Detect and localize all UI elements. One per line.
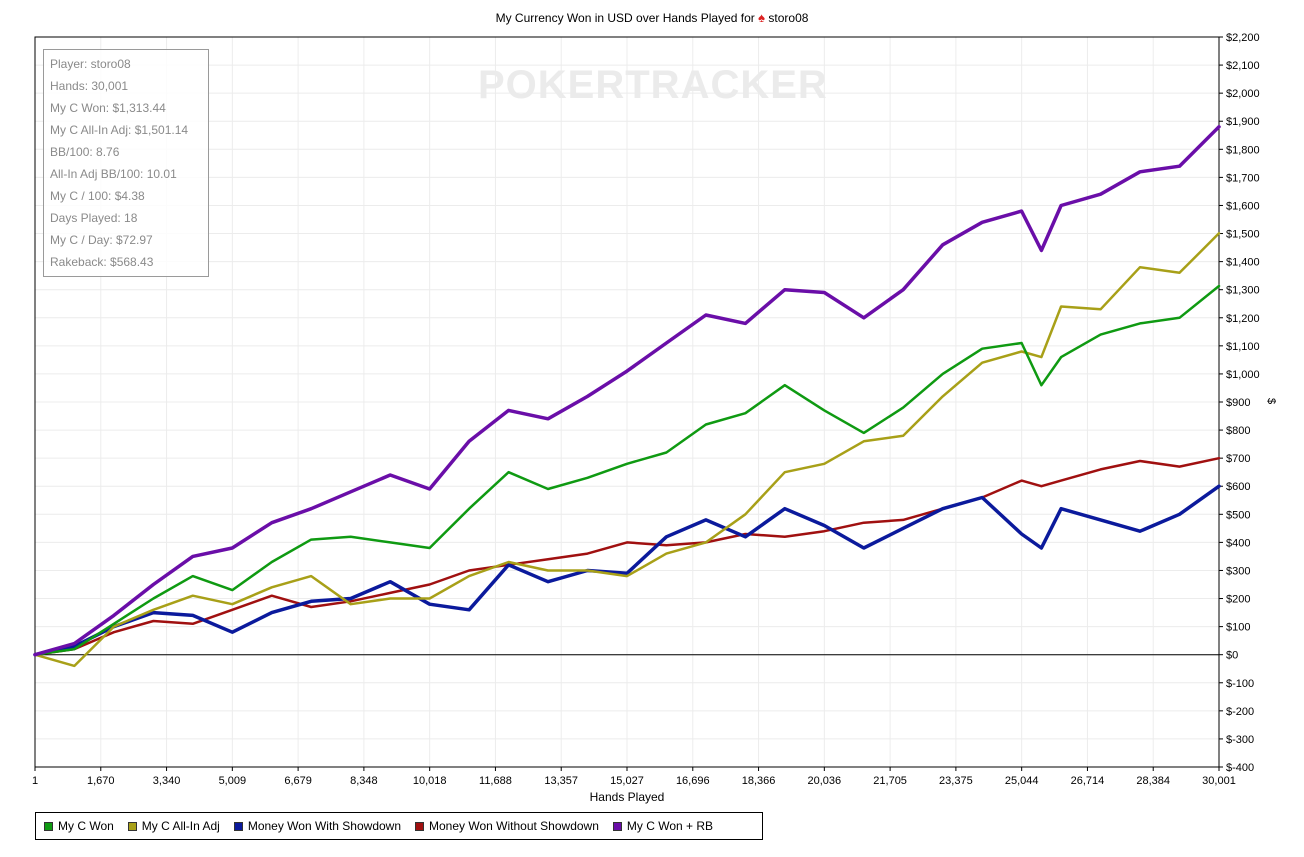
legend-swatch: [612, 821, 622, 831]
y-tick-label: $0: [1226, 650, 1238, 662]
x-tick-label: 5,009: [219, 775, 247, 787]
y-tick-label: $600: [1226, 481, 1250, 493]
stat-bb-100: BB/100: 8.76: [50, 145, 120, 159]
legend-item: My C All-In Adj: [127, 819, 220, 833]
legend-label: My C Won + RB: [626, 819, 714, 833]
x-tick-label: 28,384: [1136, 775, 1170, 787]
legend-swatch: [415, 821, 425, 831]
stat-my-c-100: My C / 100: $4.38: [50, 189, 145, 203]
y-tick-label: $300: [1226, 565, 1250, 577]
y-tick-label: $900: [1226, 397, 1250, 409]
y-tick-label: $1,000: [1226, 369, 1260, 381]
x-tick-label: 26,714: [1071, 775, 1105, 787]
stat-all-in-bb-100: All-In Adj BB/100: 10.01: [50, 167, 177, 181]
legend-label: My C All-In Adj: [141, 819, 220, 833]
x-tick-label: 3,340: [153, 775, 181, 787]
series-line-my-c-all-in-adj: [33, 232, 1221, 668]
pokertracker-watermark: POKERTRACKER: [478, 63, 828, 107]
x-tick-label: 21,705: [873, 775, 907, 787]
x-axis-label: Hands Played: [589, 790, 665, 804]
legend-label: Money Won With Showdown: [247, 819, 402, 833]
legend-item: Money Won Without Showdown: [415, 819, 599, 833]
y-tick-label: $400: [1226, 537, 1250, 549]
y-tick-label: $1,700: [1226, 172, 1260, 184]
y-tick-label: $-400: [1226, 762, 1254, 774]
y-tick-label: $700: [1226, 453, 1250, 465]
stat-days-played: Days Played: 18: [50, 211, 138, 225]
y-tick-label: $200: [1226, 594, 1250, 606]
y-tick-label: $-300: [1226, 734, 1254, 746]
x-tick-label: 6,679: [284, 775, 312, 787]
chart-title-player: storo08: [768, 11, 809, 25]
y-tick-label: $1,900: [1226, 116, 1260, 128]
chart-title: My Currency Won in USD over Hands Played…: [0, 10, 1304, 25]
x-tick-label: 16,696: [676, 775, 710, 787]
chart-title-text: My Currency Won in USD over Hands Played…: [495, 11, 755, 25]
series-line-money-won-without-showdown: [33, 456, 1221, 656]
y-tick-label: $1,300: [1226, 285, 1260, 297]
legend-item: Money Won With Showdown: [233, 819, 402, 833]
legend: My C Won My C All-In Adj Money Won With …: [35, 812, 763, 840]
y-tick-label: $-100: [1226, 678, 1254, 690]
y-tick-label: $2,200: [1226, 32, 1260, 44]
stat-hands: Hands: 30,001: [50, 79, 129, 93]
y-tick-label: $100: [1226, 622, 1250, 634]
x-tick-label: 13,357: [544, 775, 578, 787]
spade-icon: ♠: [758, 10, 766, 25]
x-tick-label: 11,688: [479, 775, 512, 787]
y-tick-label: $1,100: [1226, 341, 1260, 353]
stat-my-c-won: My C Won: $1,313.44: [50, 101, 166, 115]
x-tick-label: 23,375: [939, 775, 973, 787]
legend-swatch: [127, 821, 137, 831]
legend-swatch: [233, 821, 243, 831]
y-tick-label: $2,000: [1226, 88, 1260, 100]
stat-my-c-day: My C / Day: $72.97: [50, 233, 153, 247]
y-tick-label: $1,600: [1226, 200, 1260, 212]
stats-box: Player: storo08 Hands: 30,001 My C Won: …: [43, 49, 209, 277]
plot-border: [34, 36, 1220, 768]
y-tick-label: $500: [1226, 509, 1250, 521]
x-tick-label: 1: [32, 775, 38, 787]
y-tick-label: $1,800: [1226, 144, 1260, 156]
stat-all-in-adj: My C All-In Adj: $1,501.14: [50, 123, 189, 137]
y-tick-label: $-200: [1226, 706, 1254, 718]
legend-item: My C Won: [44, 819, 114, 833]
x-tick-label: 8,348: [350, 775, 378, 787]
y-tick-label: $800: [1226, 425, 1250, 437]
series-line-money-won-with-showdown: [33, 484, 1221, 657]
x-tick-label: 25,044: [1005, 775, 1039, 787]
y-tick-label: $2,100: [1226, 60, 1260, 72]
x-tick-label: 15,027: [610, 775, 644, 787]
y-tick-label: $1,400: [1226, 257, 1260, 269]
legend-label: Money Won Without Showdown: [429, 819, 599, 833]
x-tick-label: 18,366: [742, 775, 776, 787]
legend-item: My C Won + RB: [612, 819, 714, 833]
y-tick-label: $1,200: [1226, 313, 1260, 325]
x-tick-label: 20,036: [808, 775, 842, 787]
x-tick-label: 30,001: [1202, 775, 1236, 787]
x-tick-label: 10,018: [413, 775, 447, 787]
legend-label: My C Won: [58, 819, 114, 833]
stat-player: Player: storo08: [50, 57, 131, 71]
y-axis-label: $: [1265, 397, 1278, 405]
series-line-my-c-won-rb: [33, 125, 1221, 657]
series-line-my-c-won: [33, 284, 1221, 656]
x-tick-label: 1,670: [87, 775, 115, 787]
stat-rakeback: Rakeback: $568.43: [50, 255, 154, 269]
y-tick-label: $1,500: [1226, 229, 1260, 241]
legend-swatch: [44, 821, 53, 831]
